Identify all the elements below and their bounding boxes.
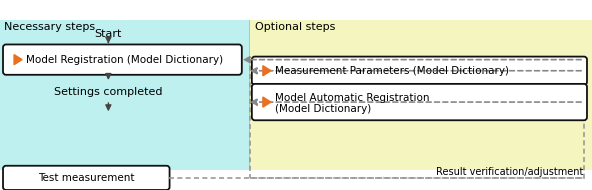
Text: Optional steps: Optional steps bbox=[255, 22, 335, 32]
Text: Model Registration (Model Dictionary): Model Registration (Model Dictionary) bbox=[26, 55, 223, 65]
FancyBboxPatch shape bbox=[3, 44, 242, 75]
Text: Settings completed: Settings completed bbox=[54, 87, 163, 97]
Text: Test measurement: Test measurement bbox=[38, 173, 134, 183]
Text: (Model Dictionary): (Model Dictionary) bbox=[275, 104, 371, 114]
Bar bbox=[0, 20, 249, 170]
Polygon shape bbox=[14, 55, 22, 65]
Text: Start: Start bbox=[95, 29, 122, 39]
FancyBboxPatch shape bbox=[252, 84, 587, 120]
Bar bbox=[249, 20, 592, 170]
Text: Necessary steps: Necessary steps bbox=[4, 22, 95, 32]
Text: Model Automatic Registration: Model Automatic Registration bbox=[275, 93, 429, 103]
FancyBboxPatch shape bbox=[252, 57, 587, 85]
Text: Result verification/adjustment: Result verification/adjustment bbox=[436, 167, 583, 177]
Polygon shape bbox=[263, 97, 271, 107]
Text: Measurement Parameters (Model Dictionary): Measurement Parameters (Model Dictionary… bbox=[275, 66, 509, 76]
Polygon shape bbox=[263, 66, 271, 76]
FancyBboxPatch shape bbox=[3, 166, 169, 190]
Bar bbox=[250, 60, 584, 178]
